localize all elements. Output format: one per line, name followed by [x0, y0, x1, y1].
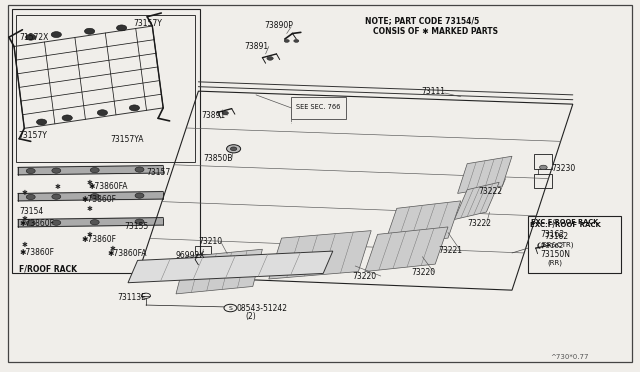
Text: 71572X: 71572X — [19, 33, 49, 42]
Text: CONSIS OF ✱ MARKED PARTS: CONSIS OF ✱ MARKED PARTS — [373, 27, 498, 36]
Text: 73222: 73222 — [467, 219, 492, 228]
Text: ✱73860F: ✱73860F — [19, 219, 54, 228]
Polygon shape — [454, 182, 499, 219]
Text: ✱: ✱ — [86, 180, 93, 186]
Polygon shape — [18, 218, 163, 227]
Polygon shape — [458, 156, 512, 193]
Text: 73891: 73891 — [202, 111, 226, 120]
Text: ^730*0.77: ^730*0.77 — [550, 354, 589, 360]
Text: (RR): (RR) — [547, 260, 562, 266]
Text: ✱: ✱ — [21, 190, 28, 196]
Circle shape — [135, 219, 144, 224]
Polygon shape — [18, 166, 163, 175]
Text: EXC.F/ROOF RACK: EXC.F/ROOF RACK — [530, 222, 601, 228]
Polygon shape — [128, 251, 333, 283]
Text: 73111: 73111 — [421, 87, 445, 96]
Circle shape — [52, 168, 61, 173]
Circle shape — [540, 165, 547, 170]
Circle shape — [84, 28, 95, 34]
Text: ✱: ✱ — [109, 246, 115, 252]
Text: 73150N: 73150N — [541, 250, 571, 259]
Text: 96992X: 96992X — [176, 251, 205, 260]
Text: 73113E: 73113E — [117, 293, 146, 302]
Text: ✱: ✱ — [86, 206, 93, 212]
Circle shape — [227, 145, 241, 153]
Circle shape — [52, 194, 61, 199]
Circle shape — [294, 39, 299, 42]
Circle shape — [116, 25, 127, 31]
Text: 73221: 73221 — [438, 246, 463, 255]
Text: 08543-51242: 08543-51242 — [237, 304, 288, 313]
Bar — [291, 97, 346, 119]
Text: (2): (2) — [245, 312, 256, 321]
Text: ✱: ✱ — [21, 216, 28, 222]
Text: 73162: 73162 — [544, 232, 568, 241]
Circle shape — [26, 34, 36, 40]
Circle shape — [52, 220, 61, 225]
Bar — [534, 174, 552, 188]
Text: (FR&CTR): (FR&CTR) — [541, 241, 574, 248]
Text: 73220: 73220 — [352, 272, 376, 280]
Text: ✱73860FA: ✱73860FA — [88, 182, 128, 191]
Circle shape — [90, 167, 99, 173]
Text: ✱73860F: ✱73860F — [82, 235, 117, 244]
Bar — [195, 246, 211, 254]
Text: 73230: 73230 — [552, 164, 576, 173]
Text: 73222: 73222 — [479, 187, 503, 196]
Text: 73162: 73162 — [541, 230, 565, 239]
Text: SEE SEC. 766: SEE SEC. 766 — [296, 104, 340, 110]
Text: ✱: ✱ — [86, 232, 93, 238]
Polygon shape — [176, 249, 262, 294]
Circle shape — [26, 195, 35, 200]
Text: EXC.F/ROOF RACK: EXC.F/ROOF RACK — [531, 219, 598, 225]
Text: 73890P: 73890P — [264, 21, 293, 30]
Bar — [16, 15, 195, 162]
Text: ✱73860F: ✱73860F — [19, 248, 54, 257]
Text: 73850B: 73850B — [204, 154, 233, 163]
Polygon shape — [365, 227, 448, 272]
Polygon shape — [384, 201, 461, 246]
Circle shape — [36, 119, 47, 125]
Circle shape — [90, 219, 99, 225]
Text: 73220: 73220 — [411, 268, 435, 277]
Text: S: S — [228, 305, 232, 311]
Circle shape — [97, 110, 108, 116]
Circle shape — [284, 39, 289, 42]
Text: F/ROOF RACK: F/ROOF RACK — [19, 264, 77, 273]
Bar — [534, 154, 552, 169]
Text: 73157Y: 73157Y — [18, 131, 47, 140]
Circle shape — [135, 167, 144, 172]
Circle shape — [62, 115, 72, 121]
Circle shape — [26, 169, 35, 174]
Text: 73154: 73154 — [19, 207, 44, 216]
Text: ✱: ✱ — [54, 184, 61, 190]
Circle shape — [135, 193, 144, 198]
Text: 73155: 73155 — [125, 222, 149, 231]
Text: 73891: 73891 — [244, 42, 269, 51]
Text: 73210: 73210 — [198, 237, 223, 246]
Text: ❨73162: ❨73162 — [536, 242, 564, 249]
Text: 73157: 73157 — [146, 169, 170, 177]
Text: 73157YA: 73157YA — [110, 135, 143, 144]
Text: 73157Y: 73157Y — [133, 19, 162, 28]
Bar — [12, 9, 200, 273]
Circle shape — [230, 147, 237, 151]
Polygon shape — [18, 192, 163, 201]
Polygon shape — [269, 231, 371, 279]
Circle shape — [51, 32, 61, 38]
Bar — [528, 216, 621, 273]
Circle shape — [222, 111, 228, 115]
Circle shape — [267, 57, 273, 60]
Text: ✱: ✱ — [21, 242, 28, 248]
Text: ✱73860F: ✱73860F — [82, 195, 117, 204]
Circle shape — [129, 105, 140, 111]
Text: ✱73860FA: ✱73860FA — [108, 249, 147, 258]
Circle shape — [26, 221, 35, 226]
Text: NOTE; PART CODE 73154/5: NOTE; PART CODE 73154/5 — [365, 16, 479, 25]
Circle shape — [90, 193, 99, 199]
